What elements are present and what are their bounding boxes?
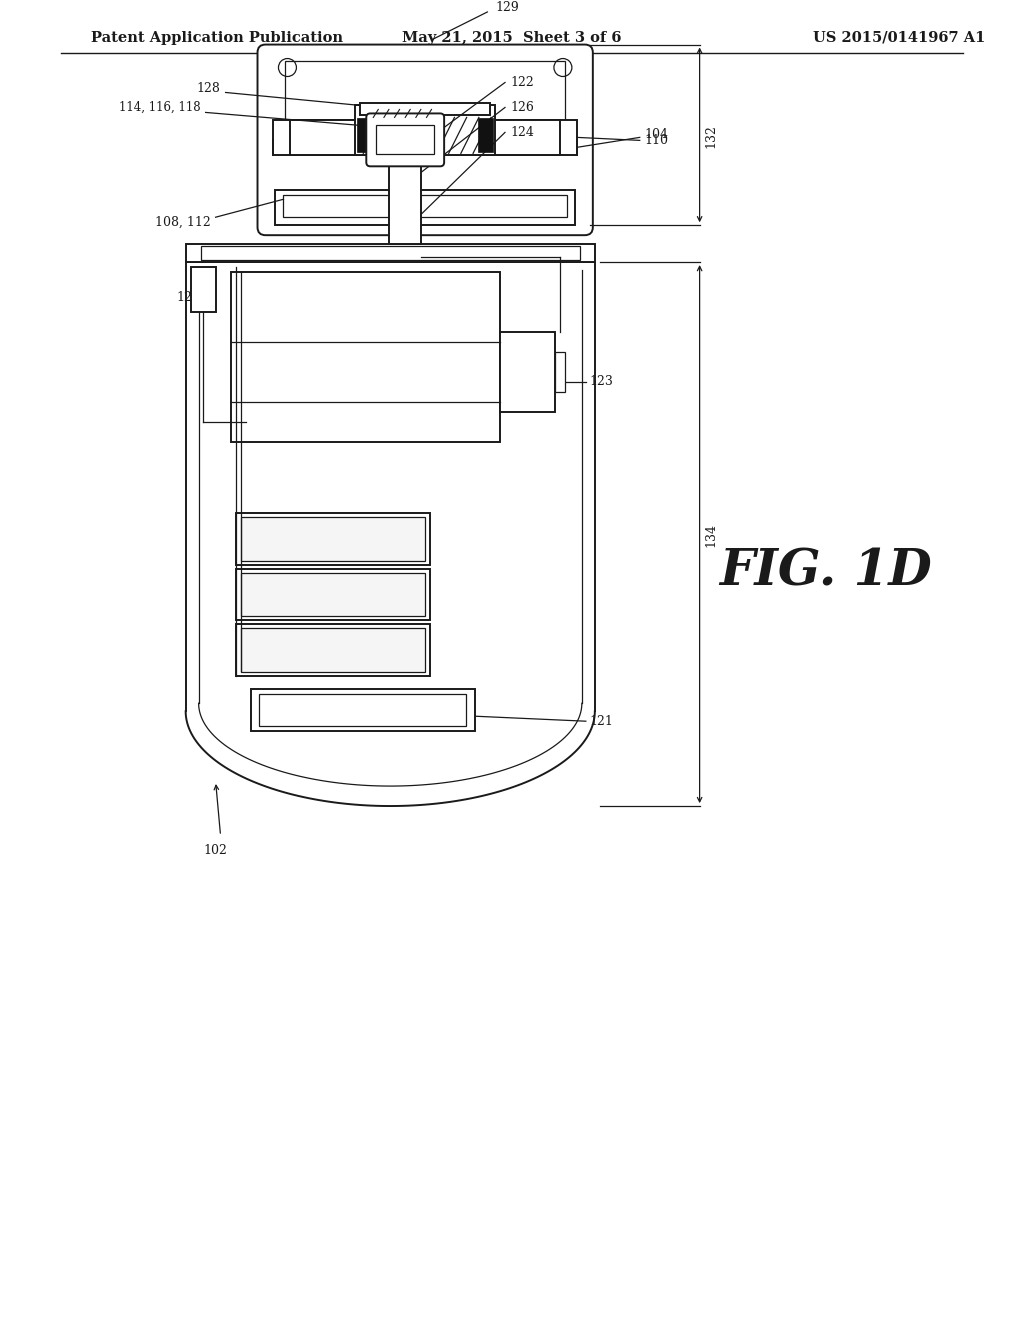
Text: 121: 121 bbox=[590, 714, 613, 727]
Bar bbox=[357, 119, 373, 152]
Text: 124: 124 bbox=[510, 125, 534, 139]
Text: 123: 123 bbox=[590, 375, 613, 388]
FancyBboxPatch shape bbox=[367, 114, 444, 166]
Bar bbox=[478, 119, 493, 152]
FancyBboxPatch shape bbox=[257, 45, 593, 235]
Text: 104: 104 bbox=[645, 128, 669, 141]
Text: 128: 128 bbox=[197, 82, 220, 95]
Text: Patent Application Publication: Patent Application Publication bbox=[91, 30, 343, 45]
Text: FIG. 1D: FIG. 1D bbox=[720, 546, 932, 597]
Bar bbox=[190, 267, 216, 312]
Bar bbox=[251, 689, 475, 731]
Bar bbox=[555, 352, 565, 392]
Bar bbox=[360, 103, 490, 115]
Text: 102: 102 bbox=[204, 843, 227, 857]
Text: 126: 126 bbox=[510, 100, 534, 114]
Bar bbox=[236, 569, 430, 620]
Text: 114, 116, 118: 114, 116, 118 bbox=[119, 100, 201, 114]
Text: 129: 129 bbox=[495, 1, 519, 15]
Bar bbox=[201, 246, 580, 260]
Bar bbox=[241, 573, 425, 616]
Bar bbox=[241, 516, 425, 561]
Bar bbox=[273, 120, 577, 156]
Bar bbox=[185, 244, 595, 263]
Text: 122: 122 bbox=[510, 77, 534, 88]
Bar bbox=[236, 624, 430, 676]
Text: 132: 132 bbox=[705, 124, 718, 148]
Bar bbox=[500, 333, 555, 412]
Text: US 2015/0141967 A1: US 2015/0141967 A1 bbox=[813, 30, 985, 45]
Bar bbox=[355, 106, 495, 156]
Bar bbox=[230, 272, 500, 442]
Bar bbox=[376, 125, 434, 154]
Bar bbox=[284, 195, 567, 218]
Text: 120: 120 bbox=[177, 290, 201, 304]
Bar bbox=[241, 628, 425, 672]
Bar bbox=[236, 512, 430, 565]
Bar bbox=[389, 162, 421, 244]
Text: 134: 134 bbox=[705, 523, 718, 546]
Text: 108, 112: 108, 112 bbox=[155, 215, 211, 228]
Bar bbox=[286, 61, 565, 132]
Bar bbox=[286, 132, 565, 140]
Text: 110: 110 bbox=[645, 133, 669, 147]
Bar bbox=[275, 190, 574, 226]
Bar bbox=[258, 694, 466, 726]
Text: May 21, 2015  Sheet 3 of 6: May 21, 2015 Sheet 3 of 6 bbox=[402, 30, 622, 45]
Bar bbox=[291, 120, 560, 156]
